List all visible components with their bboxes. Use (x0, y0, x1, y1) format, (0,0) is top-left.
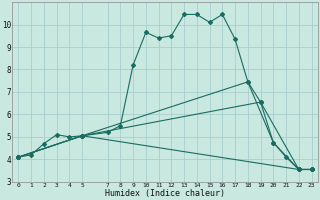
X-axis label: Humidex (Indice chaleur): Humidex (Indice chaleur) (105, 189, 225, 198)
